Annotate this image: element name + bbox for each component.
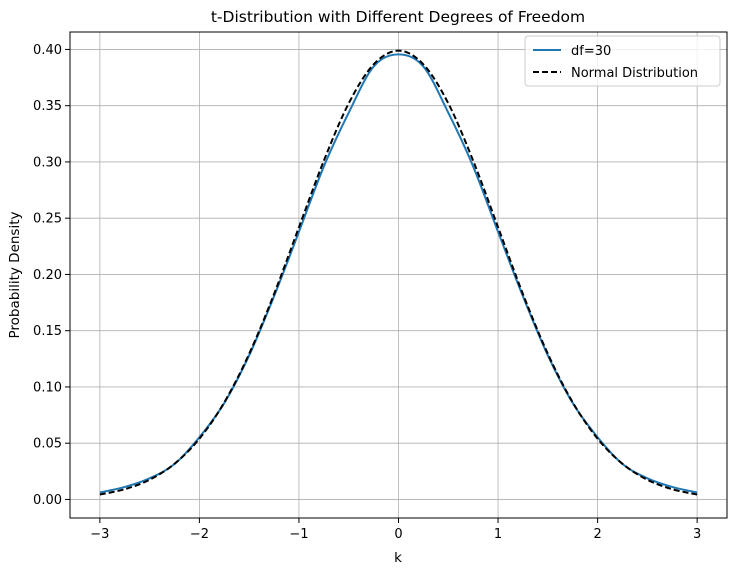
x-tick-label: 0 bbox=[394, 527, 402, 542]
y-tick-label: 0.20 bbox=[33, 268, 62, 283]
y-tick-label: 0.35 bbox=[33, 99, 62, 114]
x-tick-label: −2 bbox=[190, 527, 209, 542]
y-tick-label: 0.10 bbox=[33, 380, 62, 395]
x-tick-label: 3 bbox=[693, 527, 701, 542]
y-tick-label: 0.40 bbox=[33, 43, 62, 58]
chart-title: t-Distribution with Different Degrees of… bbox=[211, 8, 585, 26]
x-tick-label: 2 bbox=[593, 527, 601, 542]
y-tick-label: 0.15 bbox=[33, 324, 62, 339]
y-axis-label: Probability Density bbox=[7, 212, 23, 339]
legend: df=30 Normal Distribution bbox=[524, 35, 721, 87]
y-tick-label: 0.25 bbox=[33, 212, 62, 227]
x-axis-label: k bbox=[394, 550, 402, 566]
ticks-layer: −3 −2 −1 0 1 2 3 0.00 0.05 0.10 0.15 0.20 0.25 0.30 0.… bbox=[33, 43, 701, 542]
y-tick-label: 0.05 bbox=[33, 437, 62, 452]
series-line-normal bbox=[99, 49, 698, 496]
y-tick-label: 0.00 bbox=[33, 493, 62, 508]
x-tick-label: −1 bbox=[289, 527, 308, 542]
x-tick-label: −3 bbox=[90, 527, 109, 542]
legend-box bbox=[524, 35, 721, 87]
legend-label-normal: Normal Distribution bbox=[571, 66, 698, 81]
series-layer bbox=[99, 49, 698, 496]
y-tick-label: 0.30 bbox=[33, 155, 62, 170]
x-tick-label: 1 bbox=[494, 527, 502, 542]
grid-layer bbox=[70, 32, 727, 518]
legend-label-df30: df=30 bbox=[571, 44, 611, 59]
